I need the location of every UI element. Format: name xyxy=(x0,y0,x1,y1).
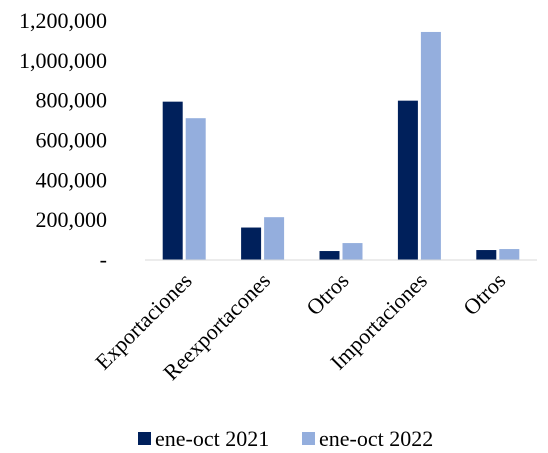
x-category-label: Otros xyxy=(458,268,510,320)
bar-series-1 xyxy=(241,227,262,260)
bars xyxy=(162,31,520,261)
y-tick-label: 1,000,000 xyxy=(19,48,107,73)
bar-series-2 xyxy=(420,31,441,261)
legend-swatch xyxy=(302,432,315,445)
y-tick-label: 600,000 xyxy=(36,128,108,153)
y-tick-label: 800,000 xyxy=(36,88,108,113)
y-tick-label: 400,000 xyxy=(36,167,108,192)
bar-series-1 xyxy=(397,100,418,261)
bar-series-1 xyxy=(319,251,340,260)
y-axis: - 200,000 400,000 600,000 800,000 1,000,000 1,… xyxy=(19,8,107,272)
legend-label: ene-oct 2021 xyxy=(155,426,269,451)
bar-series-1 xyxy=(476,250,497,260)
y-tick-label: - xyxy=(100,247,107,272)
y-tick-label: 200,000 xyxy=(36,207,108,232)
bar-series-2 xyxy=(499,249,520,260)
bar-series-2 xyxy=(342,243,363,260)
legend-label: ene-oct 2022 xyxy=(319,426,433,451)
bar-series-2 xyxy=(264,217,285,260)
y-tick-label: 1,200,000 xyxy=(19,8,107,33)
x-category-label: Otros xyxy=(301,268,353,320)
bar-series-1 xyxy=(162,101,183,260)
legend: ene-oct 2021 ene-oct 2022 xyxy=(138,426,433,451)
legend-swatch xyxy=(138,432,151,445)
bar-series-2 xyxy=(185,118,206,261)
